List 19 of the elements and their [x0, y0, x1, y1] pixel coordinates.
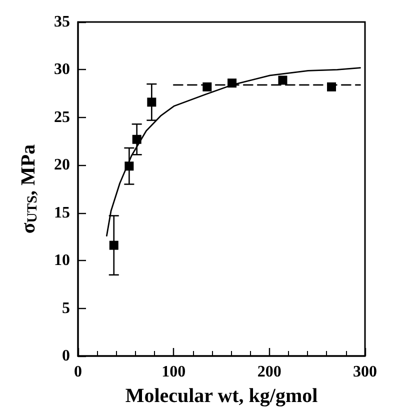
point [278, 76, 288, 85]
y-tick-label: 20 [54, 156, 70, 174]
x-tick-label: 0 [74, 364, 82, 380]
x-tick-label: 100 [162, 364, 186, 380]
line-series [106, 67, 361, 236]
point [202, 82, 212, 92]
x-axis-title: Molecular wt, kg/gmol [125, 385, 318, 407]
y-tick-label: 30 [54, 61, 70, 78]
y-tick-label: 35 [54, 14, 70, 30]
x-tick-label: 200 [257, 364, 282, 380]
y-tick-label: 25 [54, 108, 70, 126]
point [327, 82, 336, 92]
point [228, 78, 237, 88]
y-axis-title: σUTS, MPa [18, 144, 40, 234]
x-tick-label: 300 [353, 364, 377, 380]
y-tick-label: 15 [54, 204, 70, 222]
y-tick-label: 0 [62, 348, 70, 364]
y-tick-label: 5 [62, 300, 70, 317]
y-tick-label: 10 [54, 252, 70, 270]
